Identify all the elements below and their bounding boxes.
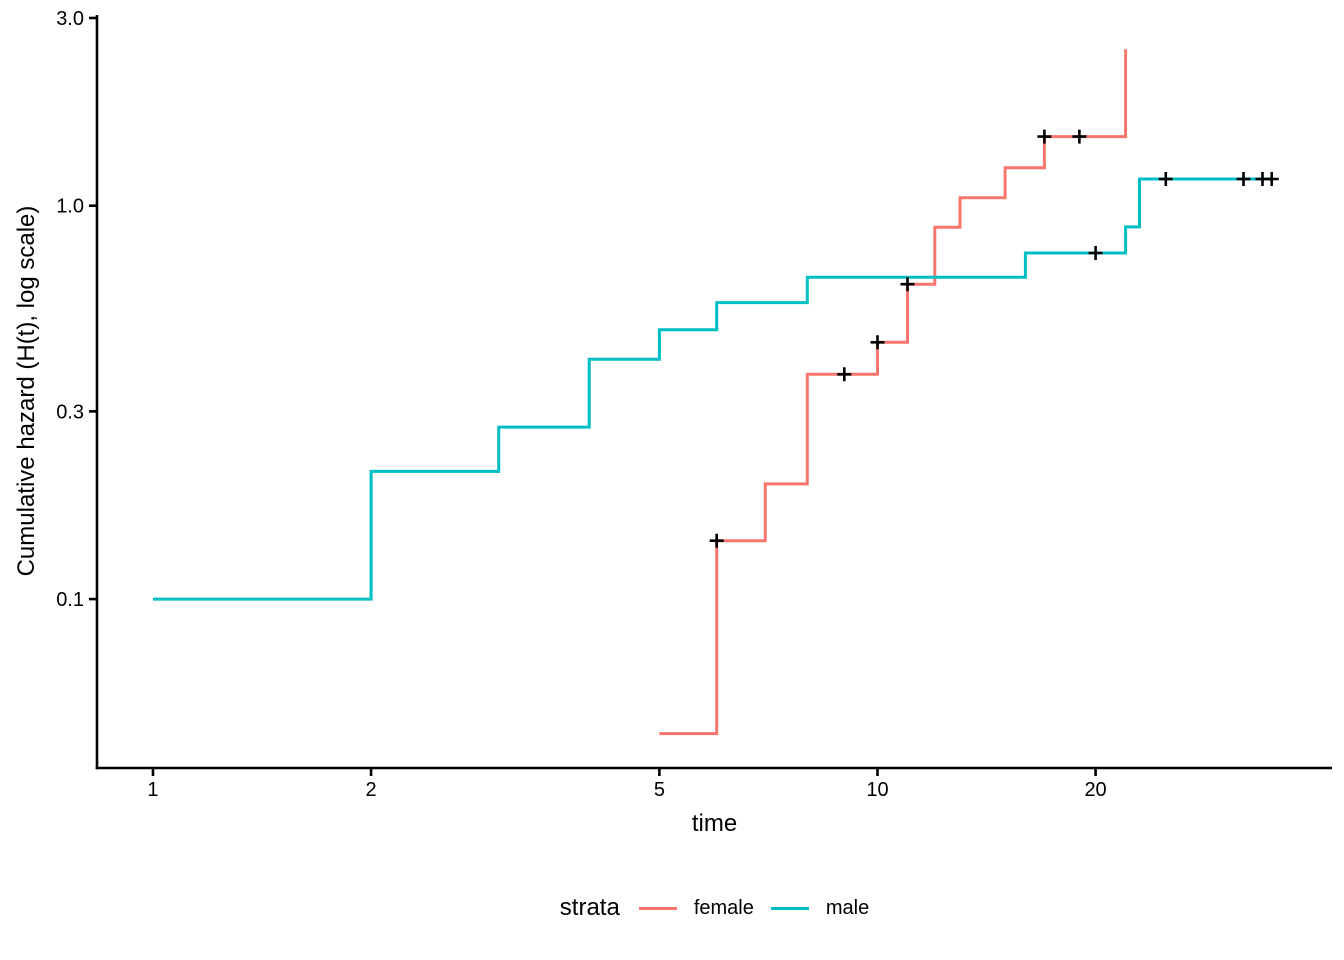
legend-item-male: male <box>770 896 870 920</box>
censor-plus-mark-female <box>709 533 724 548</box>
censor-plus-mark-male <box>1088 246 1103 260</box>
x-tick-label: 10 <box>866 779 888 801</box>
hazard-step-curve-male <box>153 177 1272 601</box>
legend-label-male: male <box>825 896 870 919</box>
legend-label-female: female <box>693 896 754 919</box>
legend: strata female male <box>97 890 1332 926</box>
x-tick-label: 2 <box>366 779 377 801</box>
x-axis-title: time <box>691 810 738 837</box>
x-tick-label: 1 <box>147 779 158 801</box>
censor-plus-mark-female <box>900 277 915 292</box>
x-tick-label: 5 <box>654 779 665 801</box>
y-tick-label: 0.3 <box>56 401 84 423</box>
legend-key-line-female <box>638 906 677 910</box>
legend-title: strata <box>559 894 620 921</box>
y-tick-label: 0.1 <box>56 589 84 611</box>
y-tick-label: 3.0 <box>56 8 84 30</box>
censor-plus-mark-male <box>1158 172 1173 186</box>
censor-plus-mark-female <box>837 367 852 382</box>
censor-plus-mark-male <box>1264 172 1279 186</box>
legend-key-line-male <box>770 906 809 910</box>
censor-plus-mark-female <box>1037 129 1052 144</box>
censor-plus-mark-female <box>1072 129 1087 144</box>
censor-plus-mark-male <box>1236 172 1251 186</box>
hazard-step-curve-female <box>659 49 1128 736</box>
x-tick-label: 20 <box>1084 779 1106 801</box>
y-axis-title: Cumulative hazard (H(t), log scale) <box>13 205 40 577</box>
censor-plus-mark-female <box>870 335 885 350</box>
y-tick-label: 1.0 <box>56 196 84 218</box>
legend-item-female: female <box>638 896 754 920</box>
